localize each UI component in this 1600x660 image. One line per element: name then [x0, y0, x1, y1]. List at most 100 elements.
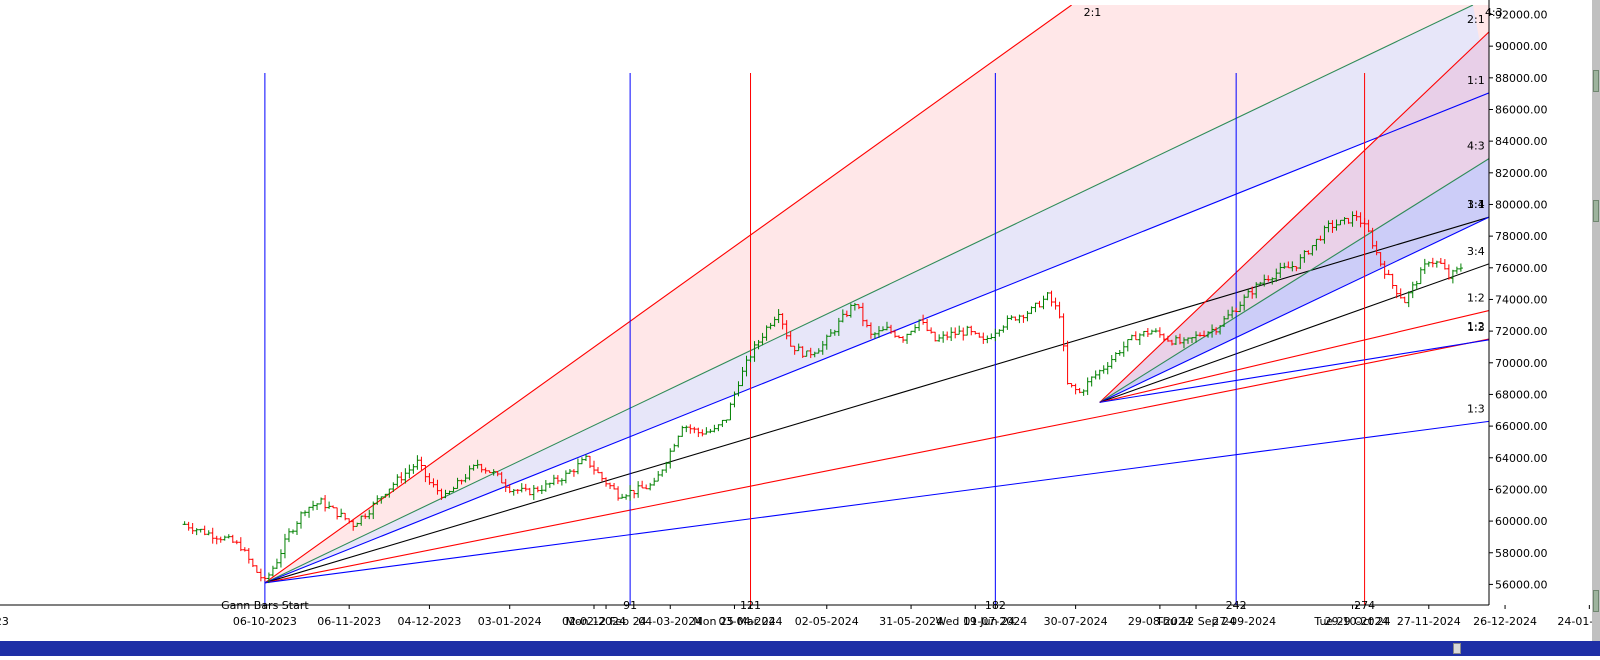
price-bar — [664, 461, 669, 473]
price-bar — [957, 325, 962, 335]
price-bar — [832, 329, 837, 336]
price-bar — [1181, 337, 1186, 349]
price-bar — [587, 455, 592, 469]
price-bar — [1370, 227, 1375, 249]
price-bar — [230, 534, 235, 543]
price-bar — [668, 448, 673, 469]
price-bar — [840, 309, 845, 323]
x-tick-label: 27-11-2024 — [1397, 615, 1461, 628]
price-bar — [893, 329, 898, 338]
x-tick-label: Mon 12 Feb 24 — [565, 615, 646, 628]
price-bar — [1153, 328, 1158, 333]
price-bar — [876, 326, 881, 338]
right-edge-panel — [1592, 0, 1600, 641]
y-tick-label: 64000.00 — [1495, 452, 1548, 465]
price-bar — [242, 547, 247, 552]
price-bar — [1298, 254, 1303, 270]
price-bar — [1029, 306, 1034, 315]
price-bar — [1037, 300, 1042, 308]
price-bar — [182, 521, 187, 525]
price-bar — [608, 482, 613, 489]
y-tick-label: 84000.00 — [1495, 135, 1548, 148]
price-bar — [1326, 220, 1331, 233]
price-bar — [198, 528, 203, 533]
price-bar — [632, 489, 637, 499]
price-bar — [507, 484, 512, 494]
price-bar — [571, 469, 576, 477]
fan-ray-layer — [264, 5, 1489, 584]
price-bar — [1258, 281, 1263, 286]
price-bar — [1458, 263, 1463, 272]
y-tick-label: 92000.00 — [1495, 8, 1548, 21]
price-bar — [523, 483, 528, 492]
price-bar — [937, 334, 942, 342]
price-bar — [600, 471, 605, 482]
price-bar — [1113, 352, 1118, 363]
price-bar — [1165, 335, 1170, 342]
price-bar — [439, 488, 444, 500]
price-bar — [1222, 315, 1227, 328]
price-bar — [1450, 269, 1455, 284]
price-bar — [864, 319, 869, 328]
price-bar — [736, 381, 741, 397]
price-bar — [451, 486, 456, 493]
price-bar — [455, 477, 460, 489]
price-bar — [712, 424, 717, 433]
price-bar — [1282, 262, 1287, 269]
price-bar — [1394, 284, 1399, 299]
price-bar — [331, 505, 336, 509]
price-bar — [1238, 301, 1243, 313]
price-bar — [254, 565, 259, 573]
price-bar — [844, 310, 849, 318]
price-bar — [383, 493, 388, 498]
price-bar — [303, 510, 308, 517]
x-tick-label: 27-09-2024 — [1212, 615, 1276, 628]
price-bar — [1089, 376, 1094, 387]
price-bar — [579, 457, 584, 465]
price-bar — [909, 330, 914, 336]
price-bar — [1314, 238, 1319, 251]
horizontal-scrollbar[interactable] — [0, 641, 1600, 656]
price-bar — [351, 519, 356, 531]
price-bar — [290, 529, 295, 534]
price-bar — [222, 535, 227, 541]
y-tick-label: 78000.00 — [1495, 230, 1548, 243]
price-bar — [772, 316, 777, 327]
price-bar — [989, 333, 994, 340]
price-bar — [1402, 296, 1407, 304]
price-bar — [933, 331, 938, 342]
price-bar — [692, 426, 697, 434]
fan-2-ray-4-3 — [1099, 158, 1489, 403]
price-bar — [1422, 258, 1427, 274]
side-handle-middle[interactable] — [1593, 200, 1599, 222]
price-bar — [411, 463, 416, 474]
price-bar — [427, 473, 432, 485]
x-tick-label: Wed 19 Jun 24 — [935, 615, 1015, 628]
price-bar — [299, 511, 304, 529]
price-bar — [993, 328, 998, 342]
price-bar — [399, 472, 404, 484]
price-bar — [1358, 212, 1363, 228]
price-bar — [985, 335, 990, 344]
price-bar — [1318, 235, 1323, 241]
price-bar — [1041, 295, 1046, 310]
side-handle-top[interactable] — [1593, 70, 1599, 92]
price-bar — [1214, 327, 1219, 335]
fan-fill-layer — [264, 5, 1489, 583]
price-bar — [764, 325, 769, 341]
price-bar — [1001, 325, 1006, 333]
fan-2-ray-1-1 — [1099, 216, 1489, 403]
price-bar — [804, 350, 809, 357]
fan-1-fill-2 — [264, 5, 1489, 583]
price-bar — [471, 464, 476, 471]
price-bar — [1206, 331, 1211, 338]
price-bar — [724, 419, 729, 423]
price-bar — [419, 456, 424, 471]
price-bar — [319, 497, 324, 505]
price-bar — [403, 468, 408, 484]
price-bar — [1049, 290, 1054, 307]
scrollbar-thumb[interactable] — [1453, 643, 1461, 654]
price-bar — [194, 528, 199, 536]
side-handle-bottom[interactable] — [1593, 590, 1599, 612]
